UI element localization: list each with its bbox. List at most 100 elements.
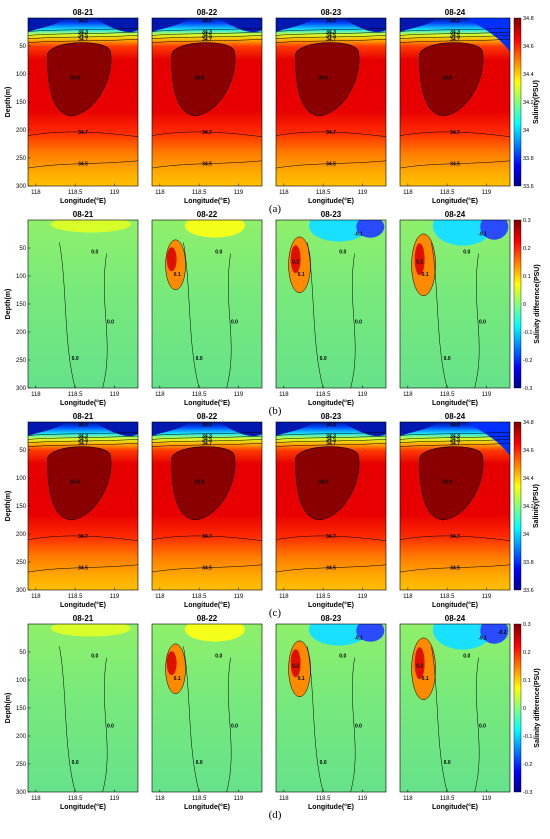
contour-label: 0.2: [416, 664, 423, 670]
fresh-left: [400, 422, 439, 436]
fresh-patch: [480, 220, 509, 240]
contour-deep1: [28, 131, 138, 137]
contour-label: 0.0: [72, 356, 79, 362]
contour-label: 34.7: [326, 130, 336, 136]
contour-label: 34.3: [450, 434, 460, 440]
contour-label: 34.5: [202, 33, 212, 39]
y-tick-label: 250: [16, 762, 27, 768]
contour-0: [152, 27, 262, 32]
colorbar-tick-label: 0: [523, 706, 526, 712]
contour-label: 0.0: [196, 356, 203, 362]
x-tick-label: 119: [358, 796, 368, 802]
contour-b: [350, 253, 356, 388]
contour-0: [28, 431, 138, 436]
contour-b: [474, 253, 480, 388]
x-tick-label: 118.5: [316, 796, 331, 802]
y-tick-label: 300: [16, 790, 27, 796]
subplot-title: 08-22: [197, 614, 218, 623]
core-region: [419, 42, 484, 117]
contour-1: [152, 31, 262, 36]
x-axis-label: Longitude(°E): [184, 803, 230, 811]
warm-core: [166, 651, 177, 676]
contour-label: 34.3: [326, 30, 336, 36]
contour-label: 34.9: [194, 76, 204, 82]
contour-b: [102, 657, 108, 792]
warm-core: [290, 649, 301, 678]
subplot-08-22: 0.0 0.0 0.0 0.1 08-22 118 118.5 119 Longitude(°E…: [151, 614, 263, 811]
y-tick-label: 50: [19, 246, 26, 252]
y-axis-label: Depth(m): [5, 491, 12, 522]
fresh-patch: [480, 624, 509, 644]
contour-0: [400, 431, 510, 436]
y-tick-label: 250: [16, 560, 27, 566]
x-tick-label: 118: [403, 190, 413, 196]
difference-field: [28, 220, 138, 388]
x-tick-label: 118.5: [316, 190, 331, 196]
subplot-title: 08-23: [321, 412, 342, 421]
contour-label: 34.0: [202, 422, 212, 428]
x-axis-label: Longitude(°E): [432, 197, 478, 205]
x-tick-label: 119: [482, 392, 492, 398]
contour-label: 34.5: [78, 33, 88, 39]
contour-label: 0.0: [339, 654, 346, 660]
contour-deep2: [400, 564, 510, 573]
plot-frame: [275, 421, 387, 591]
contour-label: 34.3: [202, 30, 212, 36]
contour-label: 34.9: [318, 76, 328, 82]
contour-deep1: [276, 535, 386, 541]
contour-label: 34.5: [78, 437, 88, 443]
contour-label: 34.7: [202, 37, 212, 43]
x-tick-label: 119: [234, 796, 244, 802]
x-tick-label: 119: [482, 796, 492, 802]
y-tick-label: 250: [16, 358, 27, 364]
y-axis-label: Depth(m): [5, 87, 12, 118]
contour-b: [474, 657, 480, 792]
contour-label: -0.1: [478, 636, 487, 642]
difference-field: [152, 220, 262, 388]
colorbar-tick-label: 34.4: [523, 476, 534, 482]
contour-label: 0.0: [72, 760, 79, 766]
field: [276, 220, 386, 388]
field: [400, 220, 510, 388]
contour-label: 34.7: [326, 37, 336, 43]
x-axis-label: Longitude(°E): [60, 803, 106, 811]
core-region: [295, 446, 360, 521]
contour-label: 34.7: [326, 534, 336, 540]
contour-label: 34.5: [202, 565, 212, 571]
x-tick-label: 118.5: [316, 392, 331, 398]
x-axis-label: Longitude(°E): [60, 601, 106, 609]
x-tick-label: 118.5: [192, 594, 207, 600]
contour-2: [400, 439, 510, 443]
contour-label: 34.7: [326, 441, 336, 447]
colorbar-label: Salinity difference(PSU): [534, 668, 541, 747]
contour-deep2: [152, 160, 262, 169]
core-region: [47, 42, 112, 117]
contour-label: 0.0: [463, 654, 470, 660]
contour-deep1: [400, 131, 510, 137]
plot-frame: [151, 17, 263, 187]
x-tick-label: 118.5: [68, 392, 83, 398]
contour-label: 0.0: [320, 760, 327, 766]
contour-a: [431, 242, 448, 388]
difference-field: [28, 624, 138, 792]
colorbar-tick-label: -0.3: [523, 386, 532, 392]
contour-b: [350, 657, 356, 792]
contour-label: 0.0: [107, 724, 114, 730]
contour-3: [152, 39, 262, 43]
x-tick-label: 119: [234, 594, 244, 600]
x-tick-label: 118.5: [68, 796, 83, 802]
field: [28, 220, 138, 388]
colorbar-tick-label: -0.3: [523, 790, 532, 796]
x-axis-label: Longitude(°E): [432, 601, 478, 609]
subplot-title: 08-21: [73, 210, 94, 219]
x-tick-label: 119: [110, 392, 120, 398]
contour-label: 0.0: [107, 320, 114, 326]
subplot-08-22: 0.0 0.0 0.0 0.1 08-22 118 118.5 119 Longitude(°E…: [151, 210, 263, 407]
contour-label: 0.2: [292, 664, 299, 670]
contour-label: 34.3: [326, 434, 336, 440]
subplot-08-24: 0.0 0.0 0.0 0.1 0.2 -0.1 -0.2 08-24 118 118.5 119 L…: [399, 614, 511, 811]
field: [276, 422, 386, 590]
colorbar-tick-label: 34.6: [523, 448, 534, 454]
